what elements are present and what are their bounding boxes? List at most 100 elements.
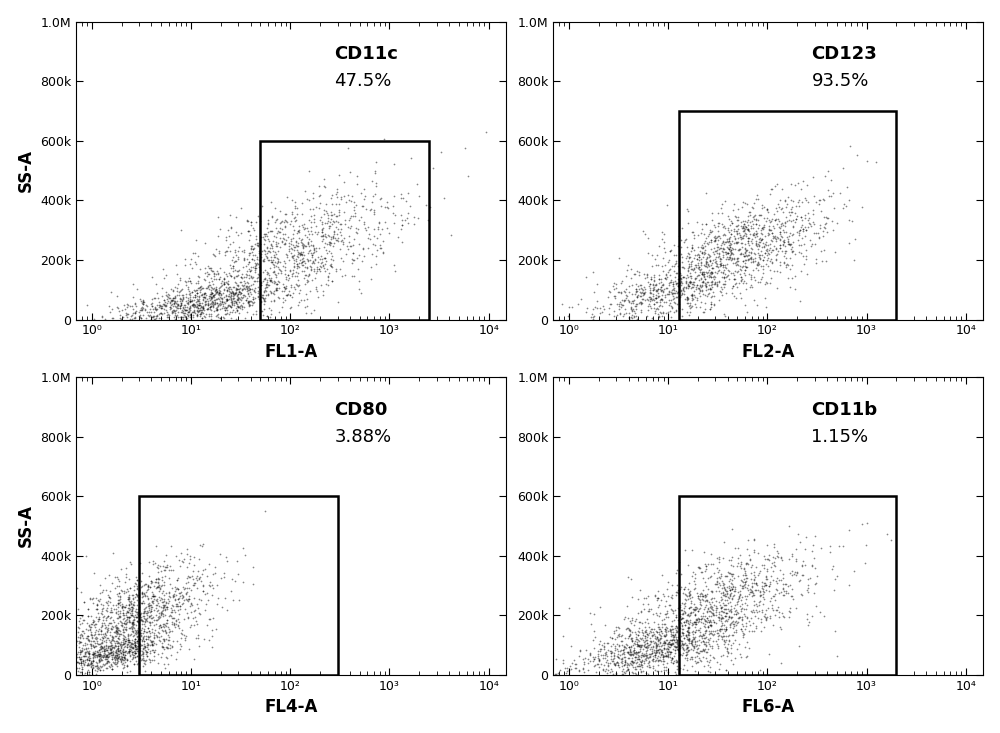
Point — [654, 627, 670, 638]
Point — [143, 636, 159, 648]
Point — [216, 296, 232, 308]
Point — [785, 593, 801, 605]
Point — [679, 203, 695, 215]
Point — [175, 291, 191, 303]
Point — [702, 226, 718, 237]
Point — [230, 229, 246, 241]
Point — [102, 606, 118, 618]
Point — [710, 207, 726, 219]
Point — [663, 294, 679, 306]
Point — [198, 289, 214, 301]
Point — [668, 304, 684, 316]
Point — [117, 303, 133, 315]
Point — [87, 621, 103, 633]
Point — [154, 625, 170, 636]
Point — [127, 298, 143, 310]
Point — [640, 232, 656, 244]
Point — [140, 309, 156, 320]
Point — [682, 306, 698, 317]
Point — [153, 592, 169, 604]
Point — [681, 258, 697, 270]
Point — [661, 288, 677, 300]
Point — [91, 648, 107, 660]
Point — [308, 281, 324, 293]
Point — [741, 589, 757, 600]
Point — [670, 614, 686, 626]
Point — [148, 539, 164, 551]
Point — [129, 589, 145, 601]
Point — [328, 198, 344, 210]
Point — [674, 636, 690, 647]
Point — [639, 634, 655, 646]
Point — [323, 254, 339, 265]
Point — [170, 306, 186, 318]
Point — [94, 654, 110, 666]
Point — [701, 628, 717, 640]
Point — [713, 602, 729, 614]
Point — [305, 257, 321, 268]
Point — [181, 572, 197, 583]
Point — [683, 290, 699, 301]
Point — [169, 574, 185, 586]
Point — [583, 619, 599, 630]
Point — [777, 246, 793, 257]
Point — [133, 575, 149, 586]
Point — [174, 628, 190, 640]
Point — [555, 630, 571, 642]
Point — [289, 259, 305, 270]
Point — [754, 222, 770, 234]
Point — [326, 229, 342, 240]
Point — [176, 303, 192, 314]
Point — [141, 597, 157, 608]
Point — [630, 625, 646, 636]
Point — [646, 284, 662, 295]
Point — [723, 268, 739, 279]
Point — [715, 259, 731, 270]
Point — [368, 180, 384, 191]
Point — [110, 640, 126, 652]
Point — [715, 649, 731, 660]
Point — [633, 633, 649, 645]
Point — [85, 652, 101, 664]
Point — [232, 293, 248, 305]
Point — [765, 604, 781, 616]
Point — [109, 612, 125, 624]
Point — [116, 660, 132, 671]
Point — [591, 638, 607, 650]
Point — [284, 243, 300, 255]
Point — [386, 259, 402, 270]
Point — [769, 205, 785, 217]
Point — [262, 225, 278, 237]
Point — [669, 287, 685, 299]
Point — [110, 597, 126, 609]
Point — [699, 594, 715, 606]
Point — [666, 306, 682, 317]
Point — [317, 252, 333, 264]
Point — [698, 652, 714, 663]
Point — [708, 257, 724, 269]
Point — [697, 575, 713, 587]
Point — [170, 613, 186, 625]
Point — [787, 216, 803, 228]
Point — [616, 666, 632, 677]
Point — [795, 555, 811, 567]
Point — [142, 616, 158, 628]
Point — [207, 284, 223, 295]
Point — [163, 649, 179, 660]
Point — [285, 287, 301, 299]
Point — [736, 561, 752, 573]
Point — [654, 290, 670, 301]
Point — [126, 611, 142, 623]
Point — [90, 648, 106, 660]
Point — [793, 248, 809, 259]
Point — [733, 265, 749, 276]
Point — [380, 202, 396, 214]
Point — [744, 201, 760, 213]
Point — [85, 669, 101, 681]
Point — [103, 646, 119, 658]
Point — [134, 588, 150, 600]
Point — [628, 663, 644, 674]
Point — [293, 257, 309, 269]
Point — [671, 649, 687, 661]
Point — [109, 301, 125, 313]
